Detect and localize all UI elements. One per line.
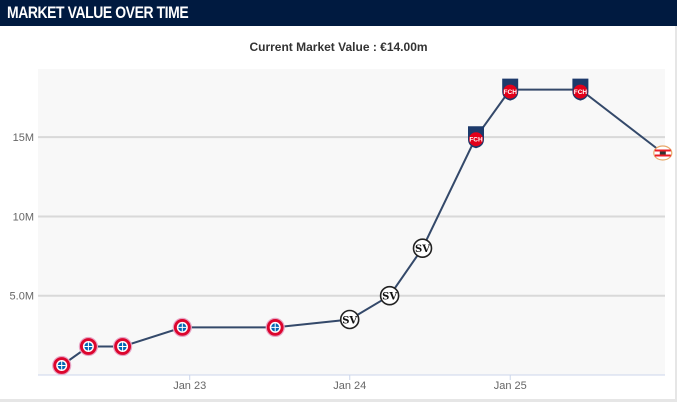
logo-letters: FCH (469, 137, 483, 144)
logo-monogram: SV (382, 292, 397, 303)
data-point-marker[interactable] (112, 336, 133, 357)
section-title: MARKET VALUE OVER TIME (7, 3, 189, 22)
x-tick-label: Jan 23 (173, 380, 206, 392)
logo-pattern (271, 323, 280, 332)
logo-pattern (118, 342, 127, 351)
logo-pattern (57, 361, 66, 370)
logo-text-band (659, 151, 666, 155)
sv-elversberg-logo-icon (412, 238, 433, 258)
sv-elversberg-logo-icon (339, 309, 360, 330)
logo-stripe (654, 154, 671, 157)
y-tick-label: 10M (13, 211, 34, 223)
y-tick-label: 5.0M (10, 291, 34, 303)
logo-pattern (84, 342, 93, 351)
logo-circle (503, 84, 518, 99)
logo-letters: FCH (574, 89, 588, 96)
x-tick-label: Jan 25 (494, 380, 527, 392)
section-header: MARKET VALUE OVER TIME (0, 0, 677, 26)
data-point-marker[interactable] (52, 355, 72, 376)
x-tick-label: Jan 24 (333, 380, 366, 392)
data-point-marker[interactable]: FCH (468, 126, 484, 149)
y-tick-label: 15M (13, 132, 34, 144)
logo-stripe (654, 149, 671, 152)
data-point-marker[interactable]: SV (379, 285, 400, 306)
data-point-marker[interactable] (265, 317, 285, 337)
logo-circle (573, 84, 588, 99)
data-point-marker[interactable] (78, 336, 99, 357)
data-point-marker[interactable]: FCH (502, 78, 519, 101)
data-point-marker[interactable] (172, 317, 192, 337)
logo-monogram: SV (342, 316, 357, 327)
data-point-marker[interactable]: FCH (572, 78, 589, 101)
sv-elversberg-logo-icon (379, 285, 400, 306)
data-point-marker[interactable] (653, 145, 673, 161)
data-point-marker[interactable]: SV (339, 309, 360, 330)
logo-pattern (178, 323, 187, 332)
current-market-value: Current Market Value : €14.00m (249, 40, 428, 54)
data-point-marker[interactable]: SV (412, 238, 433, 258)
logo-circle (469, 132, 483, 147)
logo-monogram: SV (415, 244, 430, 255)
logo-letters: FCH (504, 89, 518, 96)
